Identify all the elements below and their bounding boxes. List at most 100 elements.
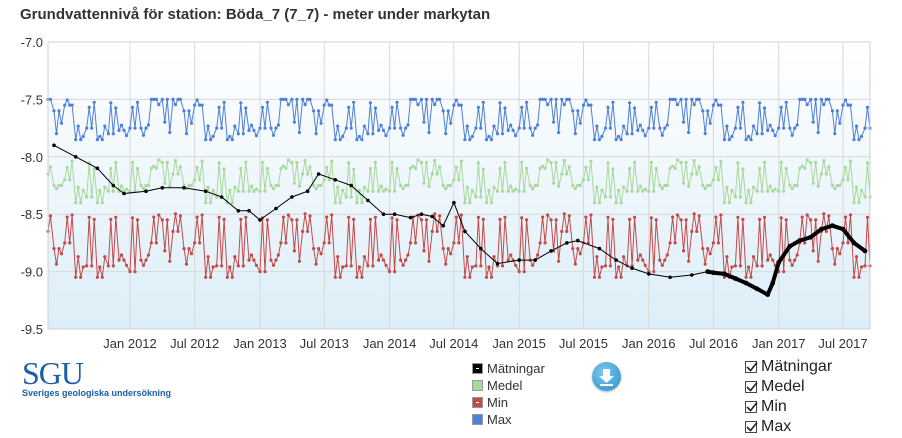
point-max [741,100,745,104]
point-max [619,138,623,142]
point-medel [381,189,386,193]
point-medel [567,165,571,169]
point-min [393,270,397,274]
point-max [695,97,699,101]
point-matningar [517,258,521,262]
point-min [284,241,288,245]
point-matningar [690,273,694,277]
point-max [531,133,535,137]
point-min [468,275,472,279]
point-max [325,98,329,102]
point-medel [446,183,450,188]
point-medel [76,185,80,189]
point-max [567,97,571,101]
point-min [514,263,518,267]
point-medel [536,183,540,188]
point-medel [79,201,83,205]
point-min [714,215,718,219]
point-medel [614,201,618,205]
point-max [157,103,161,107]
point-medel [816,184,820,188]
toggle-max[interactable]: Max [745,417,832,437]
point-max [279,97,283,101]
point-max [85,126,89,130]
point-medel [719,159,723,163]
point-max [779,105,783,109]
point-min [189,252,194,256]
point-medel [738,195,743,199]
point-min [592,275,597,279]
point-max [52,109,56,113]
point-min [274,258,278,262]
point-min [457,241,461,245]
point-medel [584,165,588,169]
point-max [562,103,566,107]
point-medel [92,167,96,171]
dense-segment-matningar [808,227,824,240]
point-min [695,229,699,233]
point-medel [722,201,727,205]
toggle-matningar[interactable]: Mätningar [745,357,832,377]
point-max [419,97,424,101]
point-max [492,124,496,128]
point-max [274,126,278,130]
point-medel [773,187,777,191]
point-min [59,252,64,256]
point-max [733,126,738,130]
point-min [584,215,588,219]
point-max [795,123,799,127]
toggle-min[interactable]: Min [745,397,832,417]
point-max [454,98,458,102]
point-max [65,98,69,102]
point-medel [130,160,135,164]
point-max [643,134,647,138]
point-matningar [463,229,467,234]
point-medel [822,159,826,163]
point-medel [176,172,180,176]
checkbox-min[interactable] [745,401,758,413]
point-max [198,103,202,107]
point-max [139,126,143,130]
point-medel [606,161,610,165]
point-medel [777,189,781,193]
point-max [401,133,405,137]
point-min [355,275,359,279]
point-medel [319,183,323,188]
legend-item-max: Max [472,411,545,428]
point-medel [595,185,599,189]
point-medel [538,166,542,170]
point-min [279,241,283,245]
point-medel [751,185,756,189]
point-max [222,100,226,104]
point-min [209,275,213,279]
checkbox-max[interactable] [745,421,758,433]
toggle-medel[interactable]: Medel [745,377,832,397]
point-min [258,270,262,274]
point-max [701,109,705,113]
checkbox-matningar[interactable] [745,361,758,373]
point-max [130,105,135,109]
checkbox-medel[interactable] [745,381,758,393]
point-min [187,247,191,251]
point-medel [274,183,278,188]
point-max [435,97,439,101]
point-max [90,126,94,130]
point-min [92,217,96,221]
point-max [236,132,240,136]
point-medel [852,201,856,205]
point-medel [265,166,269,171]
point-medel [500,189,505,193]
point-medel [525,166,529,171]
point-min [333,275,337,279]
download-button[interactable] [592,362,621,391]
point-medel [85,195,89,199]
dense-segment-matningar [765,281,775,297]
x-tick-label: Jul 2017 [818,336,867,350]
y-tick-label: -8.0 [21,150,43,165]
point-medel [160,160,164,165]
point-max [498,101,502,105]
point-medel [163,181,167,185]
point-max [327,103,331,107]
point-max [557,130,561,135]
point-medel [660,187,664,191]
